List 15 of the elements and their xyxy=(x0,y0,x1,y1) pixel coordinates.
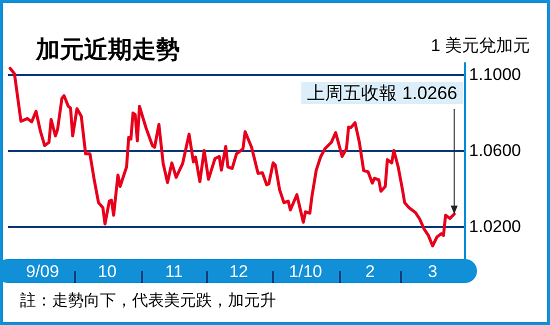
chart-title: 加元近期走勢 xyxy=(35,36,180,64)
x-tick-label: 11 xyxy=(165,262,183,281)
y-tick-label: 1.0200 xyxy=(469,217,521,236)
annotation: 上周五收報 1.0266 xyxy=(307,83,458,103)
x-tick-label: 1/10 xyxy=(288,262,322,281)
x-tick-label: 10 xyxy=(98,262,117,281)
text: 註：走勢向下，代表美元跌，加元升 xyxy=(20,292,276,310)
x-tick-label: 9/09 xyxy=(26,262,60,281)
x-tick-label: 3 xyxy=(428,262,438,281)
x-tick-label: 2 xyxy=(365,262,375,281)
x-tick-label: 12 xyxy=(229,262,248,281)
y-axis-title: 1 美元兌加元 xyxy=(430,36,530,55)
y-tick-label: 1.0600 xyxy=(469,141,521,160)
line-series xyxy=(8,66,456,248)
y-tick-label: 1.1000 xyxy=(469,64,521,84)
